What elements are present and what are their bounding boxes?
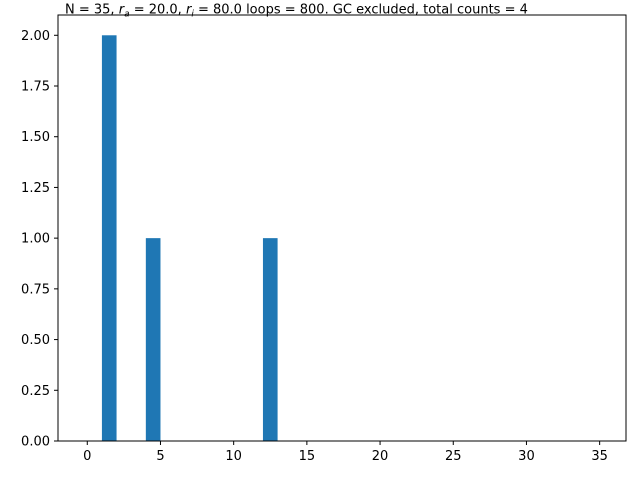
y-tick-label: 1.00 <box>21 232 50 247</box>
title-ri-base: r <box>186 3 193 18</box>
x-tick-label: 0 <box>83 449 91 464</box>
y-tick-label: 0.25 <box>21 384 50 399</box>
title-middle: = 20.0, <box>130 3 186 18</box>
histogram-bar-2 <box>262 238 278 441</box>
title-prefix: N = 35, <box>65 3 119 18</box>
y-tick-label: 2.00 <box>21 29 50 44</box>
title-ra-base: r <box>119 3 126 18</box>
y-axis-ticks: 0.00 0.25 0.50 0.75 1.00 1.25 1.50 1.75 2.00 <box>21 29 58 450</box>
y-tick-label: 0.75 <box>21 282 50 297</box>
y-tick-label: 1.50 <box>21 130 50 145</box>
x-tick-label: 15 <box>299 449 316 464</box>
y-tick-label: 1.25 <box>21 181 50 196</box>
x-tick-label: 25 <box>445 449 462 464</box>
title-suffix: = 80.0 loops = 800. GC excluded, total c… <box>194 3 528 18</box>
x-tick-label: 5 <box>156 449 164 464</box>
histogram-bar-0 <box>101 35 117 442</box>
y-tick-label: 0.50 <box>21 333 50 348</box>
x-tick-label: 30 <box>518 449 535 464</box>
y-tick-label: 0.00 <box>21 435 50 450</box>
plot-frame <box>57 14 627 442</box>
chart-title: N = 35, ra = 20.0, ri = 80.0 loops = 800… <box>65 3 528 20</box>
bars-group <box>101 35 278 442</box>
x-tick-label: 10 <box>225 449 242 464</box>
x-tick-label: 35 <box>591 449 608 464</box>
x-tick-label: 20 <box>372 449 389 464</box>
histogram-bar-1 <box>145 238 161 441</box>
y-tick-label: 1.75 <box>21 80 50 95</box>
x-axis-ticks: 0 5 10 15 20 25 30 35 <box>83 441 608 464</box>
